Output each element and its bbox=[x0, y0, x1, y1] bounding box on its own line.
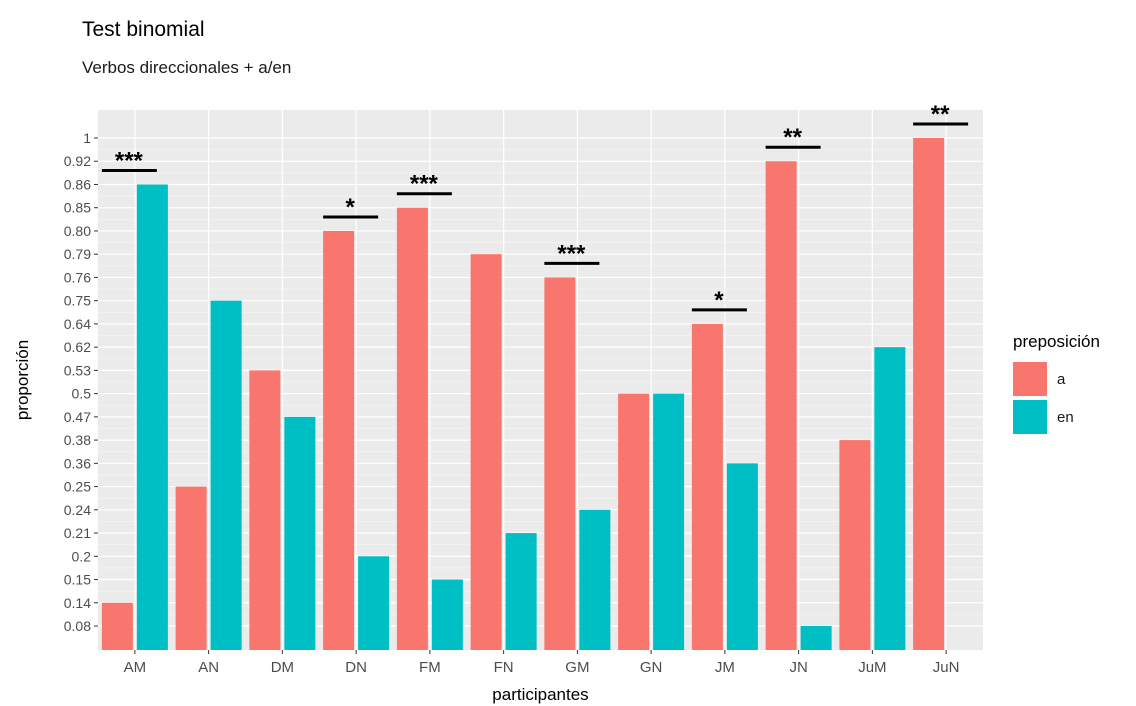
plot-panel bbox=[98, 110, 983, 650]
bar-a-FN bbox=[470, 254, 502, 650]
y-tick-label: 0.2 bbox=[72, 548, 92, 564]
significance-label: *** bbox=[410, 171, 439, 198]
bar-en-AM bbox=[136, 184, 168, 650]
y-tick-label: 0.79 bbox=[64, 246, 91, 262]
legend-key-a bbox=[1013, 362, 1047, 396]
bar-a-AN bbox=[175, 486, 207, 650]
x-tick-label: FN bbox=[494, 659, 514, 676]
x-tick-label: DM bbox=[271, 659, 294, 676]
y-tick-label: 0.24 bbox=[64, 502, 91, 518]
x-tick-label: JN bbox=[789, 659, 807, 676]
chart-title: Test binomial bbox=[82, 18, 205, 41]
legend: preposición a en bbox=[1013, 332, 1100, 436]
bar-a-GN bbox=[618, 393, 650, 650]
x-axis-label: participantes bbox=[492, 685, 588, 704]
bar-a-JuN bbox=[913, 138, 945, 650]
x-tick-label: GN bbox=[640, 659, 663, 676]
y-tick-label: 0.76 bbox=[64, 269, 91, 285]
chart-subtitle: Verbos direccionales + a/en bbox=[82, 58, 292, 77]
y-tick-label: 0.80 bbox=[64, 223, 91, 239]
y-tick-label: 0.86 bbox=[64, 176, 91, 192]
y-tick-label: 0.92 bbox=[64, 153, 91, 169]
bar-en-GM bbox=[579, 509, 611, 650]
bar-en-FN bbox=[505, 533, 537, 650]
legend-title: preposición bbox=[1013, 332, 1100, 351]
x-tick-label: AM bbox=[124, 659, 147, 676]
y-tick-label: 0.64 bbox=[64, 316, 91, 332]
y-tick-label: 0.5 bbox=[72, 386, 92, 402]
x-tick-label: GM bbox=[565, 659, 589, 676]
y-tick-label: 0.38 bbox=[64, 432, 91, 448]
bar-en-DN bbox=[358, 556, 390, 650]
significance-label: *** bbox=[115, 147, 144, 174]
y-tick-label: 0.14 bbox=[64, 595, 91, 611]
bar-en-JuM bbox=[874, 347, 906, 650]
y-tick-label: 0.47 bbox=[64, 409, 91, 425]
bar-en-JM bbox=[726, 463, 758, 650]
legend-item-en: en bbox=[1013, 398, 1100, 436]
legend-key-en bbox=[1013, 400, 1047, 434]
bar-a-FM bbox=[396, 207, 428, 650]
bar-a-AM bbox=[101, 602, 133, 650]
y-tick-label: 0.25 bbox=[64, 479, 91, 495]
bar-a-JN bbox=[765, 161, 797, 650]
significance-label: ** bbox=[783, 124, 802, 151]
y-tick-label: 0.15 bbox=[64, 572, 91, 588]
bar-a-DN bbox=[323, 230, 355, 650]
significance-label: * bbox=[714, 287, 724, 314]
x-tick-label: DN bbox=[345, 659, 367, 676]
x-tick-label: JuN bbox=[933, 659, 960, 676]
y-tick-label: 0.75 bbox=[64, 293, 91, 309]
significance-label: *** bbox=[557, 240, 586, 267]
bar-a-JM bbox=[691, 323, 723, 650]
bar-en-JN bbox=[800, 626, 832, 650]
legend-label-a: a bbox=[1057, 370, 1066, 388]
legend-label-en: en bbox=[1057, 408, 1074, 426]
y-axis-label: proporción bbox=[13, 340, 32, 420]
x-tick-label: AN bbox=[198, 659, 219, 676]
x-tick-label: FM bbox=[419, 659, 441, 676]
significance-label: ** bbox=[931, 101, 950, 128]
legend-item-a: a bbox=[1013, 360, 1100, 398]
significance-label: * bbox=[345, 194, 355, 221]
bar-en-FM bbox=[431, 579, 463, 650]
bar-en-AN bbox=[210, 300, 242, 650]
bar-a-GM bbox=[544, 277, 576, 650]
y-tick-label: 0.36 bbox=[64, 455, 91, 471]
y-tick-label: 0.21 bbox=[64, 525, 91, 541]
y-tick-label: 1 bbox=[83, 130, 91, 146]
bar-a-JuM bbox=[839, 440, 871, 650]
bar-en-GN bbox=[653, 393, 685, 650]
y-tick-label: 0.53 bbox=[64, 362, 91, 378]
bar-a-DM bbox=[249, 370, 281, 650]
y-tick-label: 0.62 bbox=[64, 339, 91, 355]
x-tick-label: JM bbox=[715, 659, 735, 676]
bar-en-DM bbox=[284, 416, 316, 650]
y-tick-label: 0.08 bbox=[64, 618, 91, 634]
y-tick-label: 0.85 bbox=[64, 200, 91, 216]
x-tick-label: JuM bbox=[858, 659, 886, 676]
